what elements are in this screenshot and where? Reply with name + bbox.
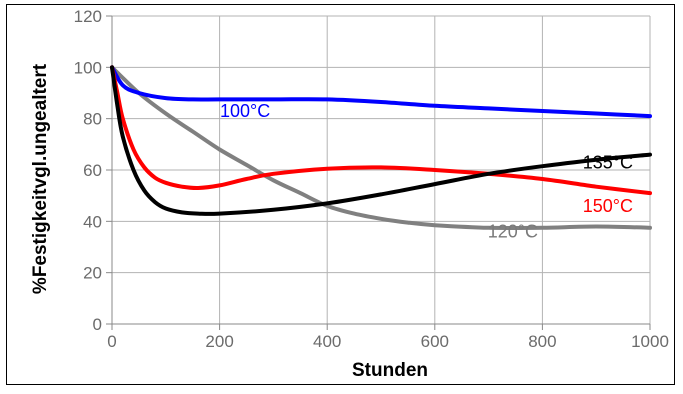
y-tick-label: 120 <box>74 7 102 26</box>
x-tick-label: 1000 <box>631 332 669 351</box>
y-tick-label: 40 <box>83 212 102 231</box>
y-tick-label: 20 <box>83 264 102 283</box>
x-tick-label: 200 <box>205 332 233 351</box>
x-tick-labels: 0 200 400 600 800 1000 <box>107 332 669 351</box>
y-tick-label: 0 <box>93 315 102 334</box>
axes <box>106 15 651 330</box>
series-label-100c: 100°C <box>220 101 270 121</box>
series-line-135c <box>110 65 652 216</box>
series-lines <box>110 65 652 231</box>
x-tick-label: 600 <box>421 332 449 351</box>
y-tick-label: 60 <box>83 161 102 180</box>
y-axis-title: %Festigkeitvgl.ungealtert <box>30 63 51 294</box>
y-tick-label: 80 <box>83 110 102 129</box>
x-tick-label: 0 <box>107 332 116 351</box>
series-line-120c <box>110 65 652 231</box>
series-labels: 100°C 120°C 135°C 150°C <box>220 101 633 242</box>
y-tick-labels: 0 20 40 60 80 100 120 <box>74 7 102 334</box>
grid-lines <box>111 15 651 325</box>
series-label-120c: 120°C <box>488 222 538 242</box>
series-line-100c <box>110 65 652 119</box>
x-axis-title: Stunden <box>352 360 428 381</box>
series-label-150c: 150°C <box>583 196 633 216</box>
x-tick-label: 800 <box>528 332 556 351</box>
y-tick-label: 100 <box>74 58 102 77</box>
x-tick-label: 400 <box>313 332 341 351</box>
series-label-135c: 135°C <box>583 152 633 172</box>
